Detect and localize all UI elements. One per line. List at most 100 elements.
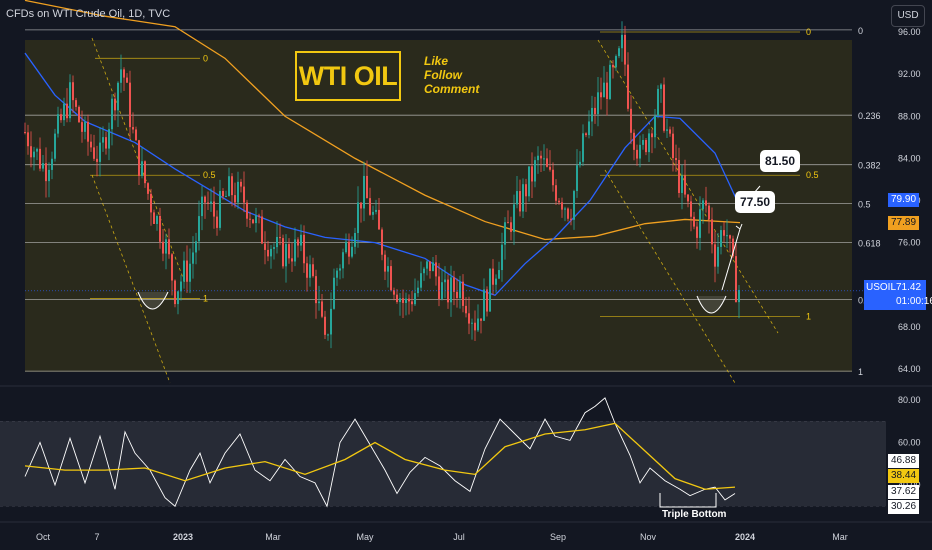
candle-body (657, 88, 659, 116)
candle-body (615, 56, 617, 68)
candle-body (606, 82, 608, 99)
candle-body (198, 216, 200, 242)
candle-body (210, 201, 212, 204)
candle-body (369, 198, 371, 215)
candle-body (87, 121, 89, 142)
candle-body (405, 298, 407, 303)
candle-body (174, 280, 176, 305)
candle-body (666, 129, 668, 131)
rsi-tag-4: 30.26 (888, 500, 919, 514)
candle-body (519, 191, 521, 212)
candle-body (456, 291, 458, 298)
candle-body (720, 230, 722, 247)
candle-body (117, 82, 119, 111)
candle-body (126, 77, 128, 83)
candle-body (573, 191, 575, 220)
candle-body (159, 215, 161, 242)
candle-body (351, 246, 353, 257)
candle-body (63, 103, 65, 121)
candle-body (336, 270, 338, 278)
candle-body (75, 100, 77, 107)
ma-line-blue (24, 52, 738, 297)
candle-body (426, 261, 428, 269)
price-axis-tick: 84.00 (898, 153, 921, 163)
candle-body (408, 298, 410, 302)
fib-label-0.236: 0.236 (858, 111, 881, 121)
fib-label-0: 0 (858, 26, 863, 36)
candle-body (111, 98, 113, 130)
candle-body (486, 289, 488, 312)
candle-body (531, 166, 533, 182)
candle-body (543, 158, 545, 160)
candle-body (291, 258, 293, 262)
symbol-header[interactable]: CFDs on WTI Crude Oil, 1D, TVC (6, 8, 171, 20)
candles (24, 21, 740, 349)
candle-body (525, 184, 527, 197)
candle-body (33, 151, 35, 158)
candle-body (252, 219, 254, 224)
candle-body (264, 243, 266, 250)
candle-body (147, 183, 149, 194)
currency-button[interactable]: USD (891, 5, 925, 27)
candle-body (624, 34, 626, 65)
candle-body (285, 244, 287, 267)
usoil-symbol: USOIL (866, 282, 897, 293)
candle-body (267, 249, 269, 257)
bottom-bowl-right (696, 295, 727, 314)
orange-ma-tag: 77.89 (888, 216, 919, 230)
candle-body (177, 291, 179, 305)
fib-label-0.5: 0.5 (858, 200, 871, 210)
candle-body (522, 184, 524, 212)
candle-body (495, 278, 497, 285)
candle-body (708, 205, 710, 220)
candle-body (735, 256, 737, 303)
candle-body (474, 322, 476, 331)
candle-body (48, 169, 50, 182)
candle-body (540, 155, 542, 159)
candle-body (471, 322, 473, 324)
target-callout-81-50: 81.50 (760, 150, 800, 172)
candle-body (300, 234, 302, 246)
price-axis-tick: 96.00 (898, 27, 921, 37)
candle-body (360, 202, 362, 209)
candle-body (534, 160, 536, 182)
candle-body (450, 277, 452, 303)
candle-body (561, 202, 563, 210)
rsi-tag-1: 46.88 (888, 454, 919, 468)
candle-body (582, 133, 584, 162)
candle-body (135, 129, 137, 141)
candle-body (30, 146, 32, 158)
candle-body (186, 260, 188, 282)
candle-body (462, 281, 464, 306)
rsi-tag-3: 37.62 (888, 485, 919, 499)
candle-body (684, 175, 686, 195)
bottom-bowl-left (137, 291, 169, 310)
candle-body (384, 254, 386, 272)
candle-body (504, 222, 506, 245)
candle-body (420, 273, 422, 288)
candle-body (633, 132, 635, 150)
candle-body (612, 64, 614, 68)
candle-body (546, 158, 548, 167)
candle-body (528, 166, 530, 197)
candle-body (303, 234, 305, 264)
candle-body (558, 200, 560, 203)
candle-body (726, 235, 728, 237)
candle-body (507, 222, 509, 224)
target-arrow-1 (721, 228, 741, 291)
candle-body (345, 241, 347, 253)
candle-body (567, 208, 569, 219)
candle-body (414, 293, 416, 305)
candle-body (627, 64, 629, 109)
candle-body (348, 241, 350, 257)
candle-body (165, 239, 167, 254)
candle-body (600, 92, 602, 98)
price-axis-tick: 68.00 (898, 322, 921, 332)
time-axis-tick: Mar (265, 532, 281, 542)
candle-body (609, 64, 611, 99)
candle-body (81, 122, 83, 132)
candle-body (738, 289, 740, 303)
candle-body (594, 107, 596, 115)
candle-body (231, 176, 233, 196)
